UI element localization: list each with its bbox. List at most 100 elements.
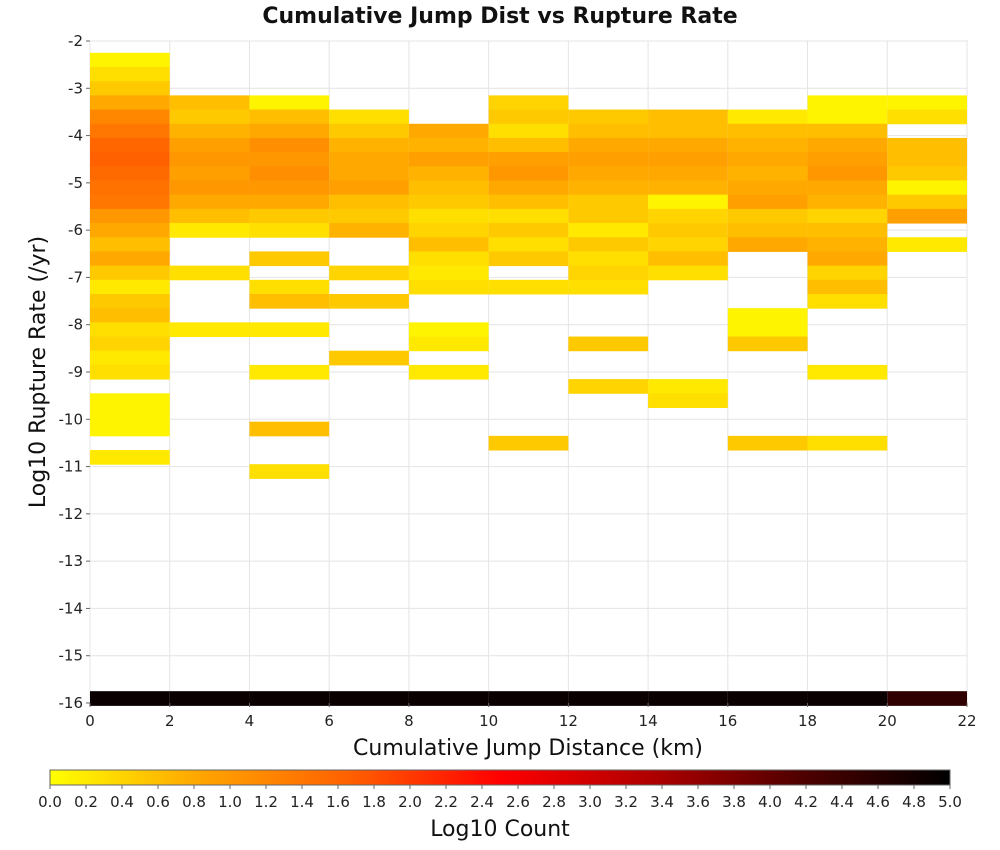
heatmap-cell <box>90 237 170 252</box>
heatmap-cell <box>648 166 728 181</box>
heatmap-cell <box>329 223 409 238</box>
heatmap-cell <box>807 364 888 380</box>
heatmap-cell <box>90 450 170 465</box>
heatmap-cell <box>329 166 409 181</box>
y-tick-label: -7 <box>68 268 83 286</box>
heatmap-cell <box>648 180 728 196</box>
heatmap-cell <box>807 223 888 238</box>
heatmap-cell <box>169 322 250 338</box>
colorbar-tick-label: 2.4 <box>470 793 494 811</box>
heatmap-cell <box>329 350 409 366</box>
y-tick-label: -15 <box>59 647 84 665</box>
colorbar-tick-label: 4.0 <box>758 793 782 811</box>
heatmap-cell <box>648 393 728 408</box>
heatmap-cell <box>887 208 967 224</box>
heatmap-cell <box>408 223 489 238</box>
heatmap-cell <box>249 208 330 224</box>
heatmap-cell <box>249 180 330 196</box>
colorbar-tick-label: 1.8 <box>362 793 386 811</box>
heatmap-cell <box>90 194 170 210</box>
heatmap-cell <box>887 194 967 210</box>
x-tick-label: 20 <box>878 712 897 730</box>
heatmap-cell <box>408 137 489 153</box>
heatmap-cell <box>488 691 569 706</box>
heatmap-cell <box>568 180 649 196</box>
heatmap-cell <box>249 364 330 380</box>
heatmap-cell <box>488 435 569 451</box>
heatmap-cell <box>169 137 250 153</box>
x-tick-label: 6 <box>324 712 334 730</box>
heatmap-cell <box>408 691 489 706</box>
heatmap-cell <box>807 251 888 267</box>
heatmap-cell <box>329 152 409 167</box>
heatmap-cell <box>807 208 888 224</box>
y-tick-label: -5 <box>68 174 83 192</box>
y-tick-label: -16 <box>59 694 84 712</box>
colorbar-tick-label: 3.6 <box>686 793 710 811</box>
y-tick-label: -14 <box>59 599 84 617</box>
heatmap-cell <box>568 109 649 125</box>
heatmap-cell <box>169 123 250 139</box>
heatmap-cell <box>90 208 170 224</box>
colorbar-tick-label: 4.4 <box>830 793 854 811</box>
heatmap-cell <box>727 166 808 181</box>
heatmap-cell <box>807 152 888 167</box>
heatmap-cell <box>727 336 808 352</box>
heatmap-cell <box>249 137 330 153</box>
heatmap-cell <box>90 421 170 437</box>
heatmap-cell <box>90 265 170 281</box>
heatmap-cell <box>249 691 330 706</box>
heatmap-cell <box>568 691 649 706</box>
heatmap-cell <box>488 237 569 252</box>
heatmap-cell <box>807 166 888 181</box>
heatmap-cell <box>488 180 569 196</box>
heatmap-cell <box>90 137 170 153</box>
heatmap-cell <box>169 180 250 196</box>
heatmap-cell <box>727 237 808 252</box>
heatmap-cell <box>807 123 888 139</box>
heatmap-cell <box>329 123 409 139</box>
heatmap-cell <box>648 208 728 224</box>
y-axis-ticks: -2 -3 -4 -5 -6 -7 -8 -9 -10 -11 -12 -13 -14 -15 -16 <box>59 32 90 712</box>
heatmap-cell <box>329 137 409 153</box>
heatmap-cell <box>90 81 170 96</box>
heatmap-cell <box>887 691 967 706</box>
y-tick-label: -6 <box>68 221 83 239</box>
heatmap-cell <box>727 152 808 167</box>
heatmap-cell <box>90 364 170 380</box>
colorbar-tick-label: 2.0 <box>398 793 422 811</box>
heatmap-cell <box>568 223 649 238</box>
heatmap-cell <box>90 109 170 125</box>
colorbar-tick-label: 3.4 <box>650 793 674 811</box>
heatmap-cell <box>249 194 330 210</box>
colorbar-tick-label: 3.8 <box>722 793 746 811</box>
heatmap-cell <box>488 95 569 111</box>
heatmap-cell <box>249 166 330 181</box>
heatmap-cell <box>90 308 170 323</box>
colorbar-tick-label: 1.4 <box>290 793 314 811</box>
heatmap-cell <box>727 435 808 451</box>
heatmap-cell <box>408 251 489 267</box>
heatmap-cell <box>807 109 888 125</box>
heatmap-cell <box>887 137 967 153</box>
heatmap-cell <box>488 251 569 267</box>
colorbar-tick-label: 2.8 <box>542 793 566 811</box>
y-tick-label: -4 <box>68 127 83 145</box>
heatmap-cell <box>727 208 808 224</box>
heatmap-cell <box>887 166 967 181</box>
heatmap-cell <box>727 109 808 125</box>
heatmap-cell <box>648 152 728 167</box>
heatmap-cell <box>408 123 489 139</box>
heatmap-cell <box>249 95 330 111</box>
heatmap-cell <box>90 67 170 82</box>
heatmap-cell <box>329 180 409 196</box>
heatmap-cell <box>249 152 330 167</box>
heatmap-cell <box>169 109 250 125</box>
heatmap-cell <box>329 691 409 706</box>
heatmap-cell <box>329 293 409 309</box>
heatmap-cell <box>408 322 489 338</box>
colorbar-tick-label: 4.2 <box>794 793 818 811</box>
x-tick-label: 16 <box>718 712 737 730</box>
heatmap-cell <box>488 223 569 238</box>
